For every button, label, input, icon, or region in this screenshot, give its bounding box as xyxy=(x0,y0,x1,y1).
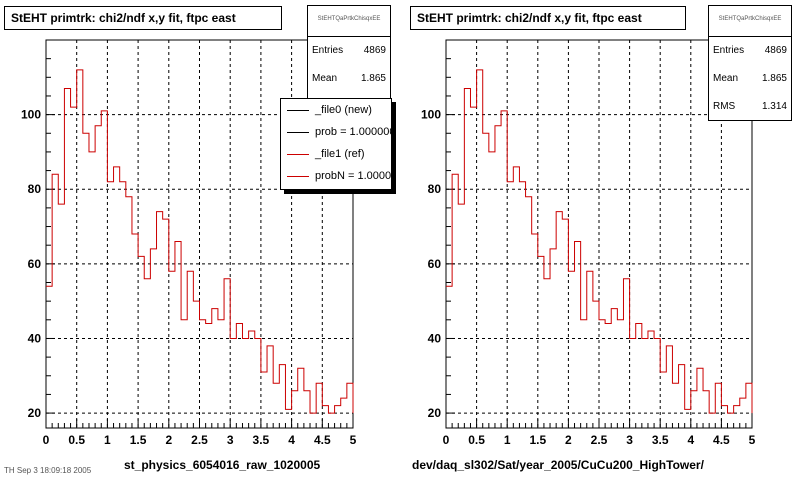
stats-value: 4869 xyxy=(764,45,787,56)
y-tick-label: 60 xyxy=(428,257,442,271)
x-tick-label: 2.5 xyxy=(591,433,608,447)
legend-swatch xyxy=(287,154,309,155)
stats-name: StEHTQaPrtkChisqxEE xyxy=(709,6,791,37)
stats-row-rms: RMS 1.314 xyxy=(709,93,791,121)
legend-swatch xyxy=(287,132,309,133)
x-tick-label: 3.5 xyxy=(652,433,669,447)
x-tick-label: 4.5 xyxy=(314,433,331,447)
x-tick-label: 0 xyxy=(443,433,450,447)
legend-entry: probN = 1.000000 xyxy=(281,165,391,187)
stats-value: 1.314 xyxy=(761,101,787,112)
legend-label: _file1 (ref) xyxy=(315,148,365,160)
x-tick-label: 2.5 xyxy=(191,433,208,447)
stats-row-mean: Mean 1.865 xyxy=(308,65,390,93)
x-tick-label: 2 xyxy=(565,433,572,447)
y-tick-label: 100 xyxy=(21,108,41,122)
stats-label: Mean xyxy=(312,73,338,84)
x-tick-label: 5 xyxy=(350,433,357,447)
legend-entry: _file1 (ref) xyxy=(281,143,391,165)
x-tick-label: 1 xyxy=(104,433,111,447)
chart-title-right: StEHT primtrk: chi2/ndf x,y fit, ftpc ea… xyxy=(410,6,686,30)
stats-value: 1.865 xyxy=(360,73,386,84)
legend-swatch xyxy=(287,176,309,177)
x-tick-label: 0 xyxy=(43,433,50,447)
x-tick-label: 1.5 xyxy=(529,433,546,447)
histogram-series xyxy=(46,69,354,414)
x-axis-caption-left: st_physics_6054016_raw_1020005 xyxy=(124,458,321,472)
footer-timestamp: TH Sep 3 18:09:18 2005 xyxy=(4,466,92,475)
stats-name: StEHTQaPrtkChisqxEE xyxy=(308,6,390,37)
y-tick-label: 60 xyxy=(28,257,42,271)
stats-label: RMS xyxy=(713,101,736,112)
legend-entry: _file0 (new) xyxy=(281,99,391,121)
x-tick-label: 1 xyxy=(504,433,511,447)
y-tick-label: 20 xyxy=(428,406,442,420)
x-tick-label: 4.5 xyxy=(713,433,730,447)
x-tick-label: 5 xyxy=(749,433,756,447)
legend-label: _file0 (new) xyxy=(315,104,372,116)
x-tick-label: 3.5 xyxy=(253,433,270,447)
legend-label: probN = 1.000000 xyxy=(315,170,392,182)
plot-panel-left: 0 0.5 1 1.5 2 2.5 3 3.5 4 4.5 5 20 40 60 80 100 xyxy=(21,39,357,447)
y-tick-label: 20 xyxy=(28,406,42,420)
stats-label: Entries xyxy=(312,45,344,56)
legend-label: prob = 1.000000 xyxy=(315,126,392,138)
y-tick-label: 40 xyxy=(28,331,42,345)
histogram-series xyxy=(446,69,753,414)
stats-box-left: StEHTQaPrtkChisqxEE Entries 4869 Mean 1.… xyxy=(307,5,391,99)
stats-row-entries: Entries 4869 xyxy=(308,37,390,65)
stats-value: 1.865 xyxy=(761,73,787,84)
x-axis-caption-right: dev/daq_sl302/Sat/year_2005/CuCu200_High… xyxy=(412,458,704,472)
stats-row-entries: Entries 4869 xyxy=(709,37,791,65)
x-tick-label: 4 xyxy=(288,433,295,447)
x-tick-label: 0.5 xyxy=(68,433,85,447)
legend-swatch xyxy=(287,110,309,111)
y-tick-label: 40 xyxy=(428,331,442,345)
x-tick-label: 2 xyxy=(165,433,172,447)
legend-left: _file0 (new) prob = 1.000000 _file1 (ref… xyxy=(280,98,392,190)
legend-entry: prob = 1.000000 xyxy=(281,121,391,143)
stats-value: 4869 xyxy=(363,45,386,56)
y-tick-label: 80 xyxy=(428,182,442,196)
stats-row-mean: Mean 1.865 xyxy=(709,65,791,93)
y-tick-label: 80 xyxy=(28,182,42,196)
x-tick-label: 4 xyxy=(687,433,694,447)
chart-title-left: StEHT primtrk: chi2/ndf x,y fit, ftpc ea… xyxy=(4,6,282,30)
stats-box-right: StEHTQaPrtkChisqxEE Entries 4869 Mean 1.… xyxy=(708,5,792,121)
y-tick-label: 100 xyxy=(421,108,441,122)
x-tick-label: 3 xyxy=(227,433,234,447)
plot-panel-right: 0 0.5 1 1.5 2 2.5 3 3.5 4 4.5 5 20 40 60 80 100 xyxy=(421,39,756,447)
x-tick-label: 3 xyxy=(626,433,633,447)
x-tick-label: 1.5 xyxy=(130,433,147,447)
stats-label: Entries xyxy=(713,45,745,56)
stats-label: Mean xyxy=(713,73,739,84)
x-tick-label: 0.5 xyxy=(468,433,485,447)
